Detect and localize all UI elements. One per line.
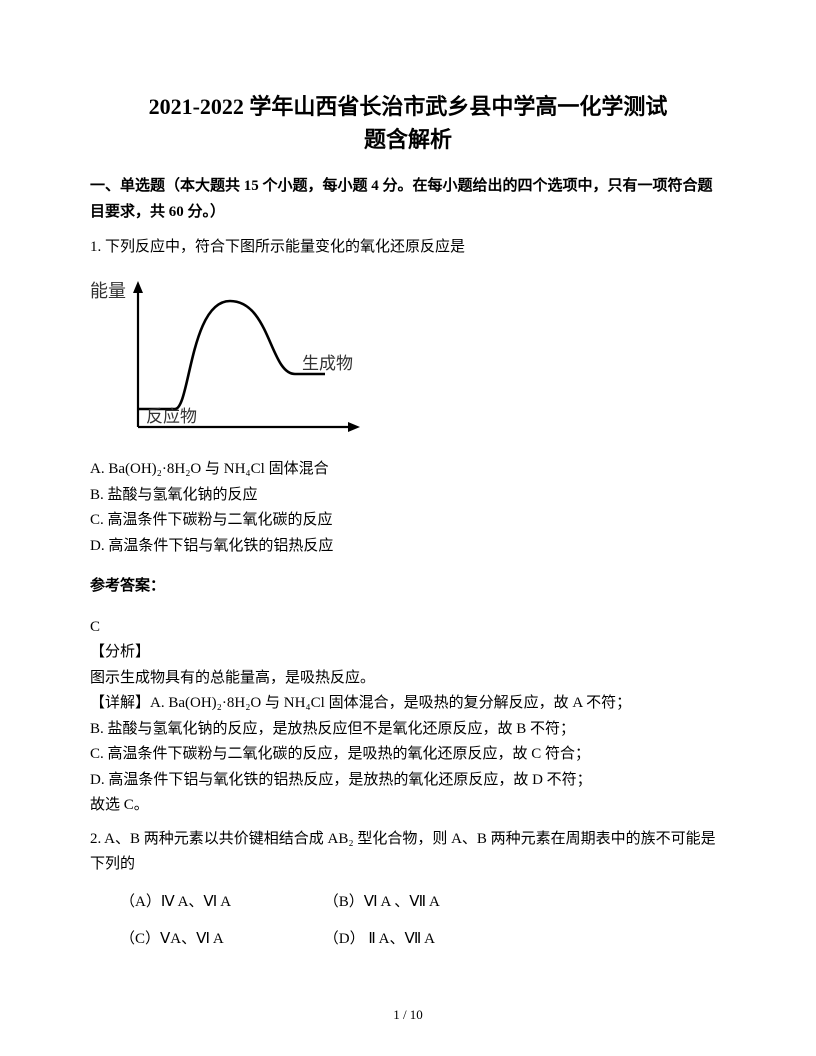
q1-conclude: 故选 C。 [90,793,726,819]
title-line1: 2021-2022 学年山西省长治市武乡县中学高一化学测试 [149,94,668,119]
chart-x-arrow [348,422,360,432]
section-1-heading: 一、单选题（本大题共 15 个小题，每小题 4 分。在每小题给出的四个选项中，只… [90,174,726,225]
q1-stem: 1. 下列反应中，符合下图所示能量变化的氧化还原反应是 [90,235,726,261]
q2-options-row1: （A）Ⅳ A、Ⅵ A （B）Ⅵ A 、Ⅶ A [120,890,726,916]
title-line2: 题含解析 [364,127,452,152]
q1-detail-d: D. 高温条件下铝与氧化铁的铝热反应，是放热的氧化还原反应，故 D 不符； [90,768,726,794]
q2-option-d: （D） Ⅱ A、Ⅶ A [324,927,524,953]
q1-detail-c: C. 高温条件下碳粉与二氧化碳的反应，是吸热的氧化还原反应，故 C 符合； [90,742,726,768]
q1-detail-a: 【详解】A. Ba(OH)₂·8H₂O 与 NH₄Cl 固体混合，是吸热的复分解… [90,691,726,717]
question-1: 1. 下列反应中，符合下图所示能量变化的氧化还原反应是 能量 反应物 生成物 A… [90,235,726,819]
chart-reactant-label: 反应物 [146,407,197,426]
q1-option-a: A. Ba(OH)₂·8H₂O 与 NH₄Cl 固体混合 [90,457,726,483]
page-title: 2021-2022 学年山西省长治市武乡县中学高一化学测试 题含解析 [90,90,726,156]
chart-product-label: 生成物 [302,354,353,373]
q2-option-b: （B）Ⅵ A 、Ⅶ A [324,890,524,916]
q1-option-b: B. 盐酸与氢氧化钠的反应 [90,483,726,509]
q1-option-d: D. 高温条件下铝与氧化铁的铝热反应 [90,534,726,560]
energy-curve-svg: 能量 反应物 生成物 [90,269,370,444]
q1-analysis-label: 【分析】 [90,640,726,666]
page-number: 1 / 10 [0,1004,816,1026]
question-2: 2. A、B 两种元素以共价键相结合成 AB₂ 型化合物，则 A、B 两种元素在… [90,827,726,953]
chart-curve [138,301,325,409]
chart-y-arrow [133,281,143,293]
q2-stem: 2. A、B 两种元素以共价键相结合成 AB₂ 型化合物，则 A、B 两种元素在… [90,827,726,878]
q1-option-c: C. 高温条件下碳粉与二氧化碳的反应 [90,508,726,534]
chart-y-label: 能量 [90,281,126,301]
q2-options-row2: （C）ⅤA、Ⅵ A （D） Ⅱ A、Ⅶ A [120,927,726,953]
q1-ref-label: 参考答案： [90,574,726,600]
q1-answer: C [90,615,726,641]
q2-option-a: （A）Ⅳ A、Ⅵ A [120,890,320,916]
q2-option-c: （C）ⅤA、Ⅵ A [120,927,320,953]
q1-analysis-body: 图示生成物具有的总能量高，是吸热反应。 [90,666,726,692]
q1-energy-chart: 能量 反应物 生成物 [90,269,726,454]
q1-detail-b: B. 盐酸与氢氧化钠的反应，是放热反应但不是氧化还原反应，故 B 不符； [90,717,726,743]
